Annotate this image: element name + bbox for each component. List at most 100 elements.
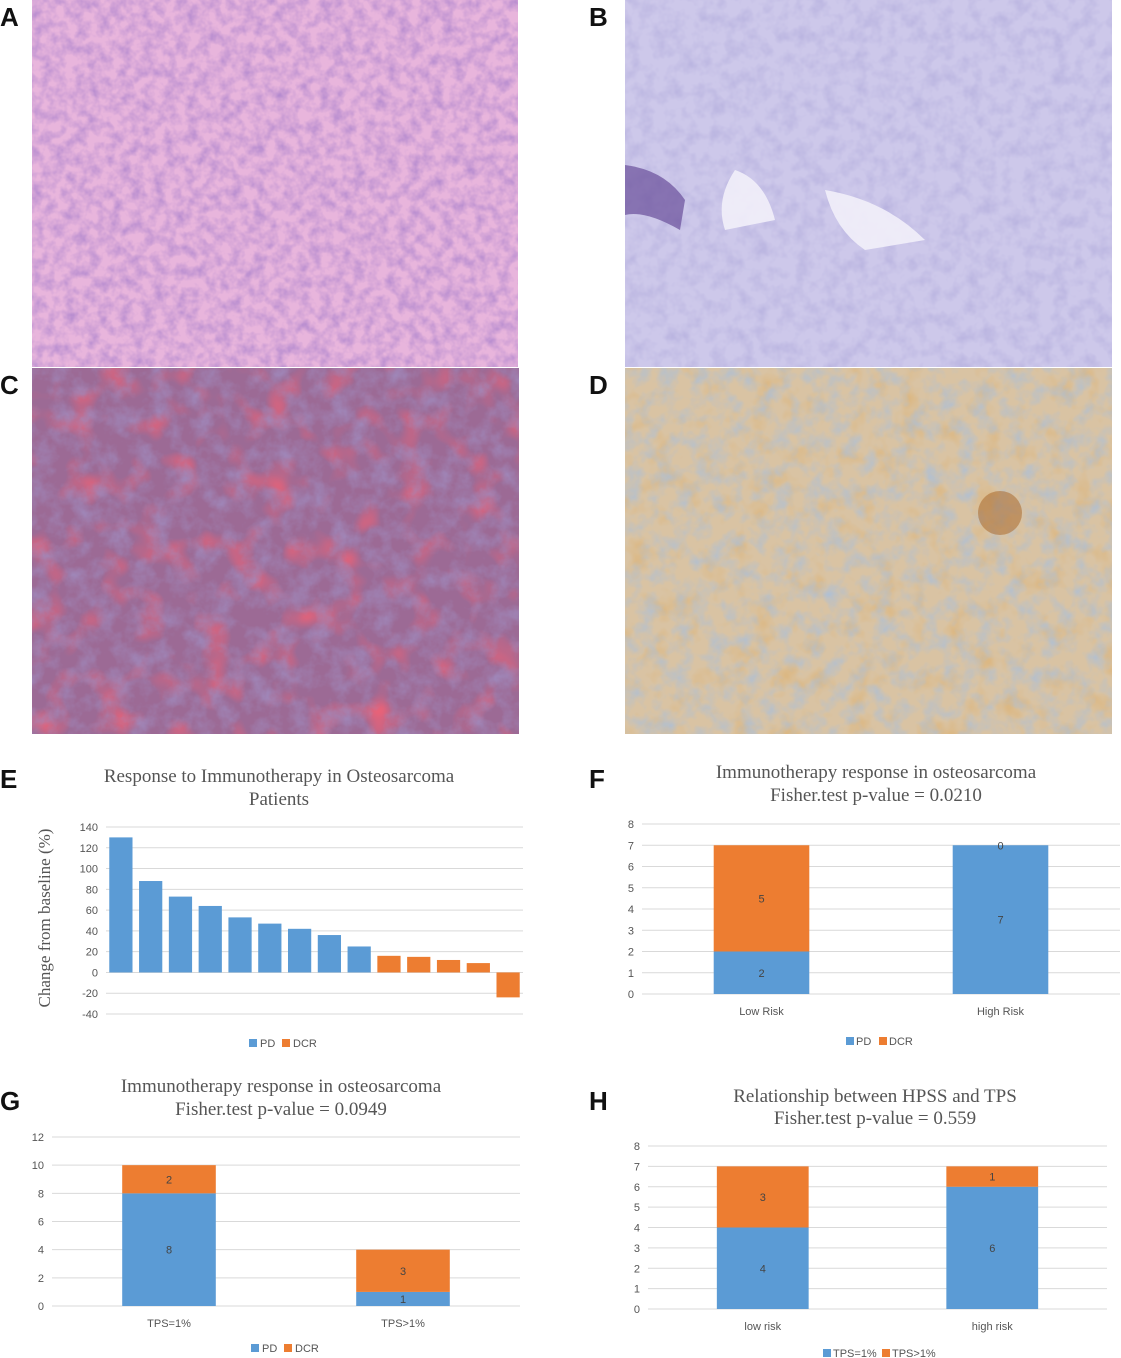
chart-e-y-tick-label: 80 xyxy=(86,884,98,896)
chart-e-grid xyxy=(106,826,523,1015)
chart-f-x-tick-label: Low Risk xyxy=(739,1006,784,1018)
micrograph-c xyxy=(32,368,519,734)
panel-label-e: E xyxy=(0,764,18,794)
chart-e-title-line-1: Response to Immunotherapy in Osteosarcom… xyxy=(104,766,455,787)
legend-label-pd: PD xyxy=(260,1038,275,1050)
panel-label-d: D xyxy=(589,370,608,400)
chart-g-data-label: 8 xyxy=(166,1245,172,1257)
panel-label-c: C xyxy=(0,370,19,400)
chart-e-bar-8 xyxy=(317,935,342,973)
chart-h-x-tick-label: high risk xyxy=(972,1321,1013,1333)
chart-f-y-tick-label: 6 xyxy=(628,862,634,874)
chart-g-bar-2-segment-1 xyxy=(356,1291,450,1306)
chart-f-data-label: 0 xyxy=(997,840,1003,852)
chart-g-x-ticks: TPS=1% TPS>1% xyxy=(147,1318,425,1330)
chart-f-y-ticks: 0 1 2 3 4 5 6 7 8 xyxy=(628,819,634,1001)
chart-h-x-ticks: low risk high risk xyxy=(744,1321,1013,1333)
chart-g-data-label: 1 xyxy=(400,1294,406,1306)
chart-f-bar-1-segment-2 xyxy=(713,845,810,952)
chart-h-y-tick-label: 5 xyxy=(634,1202,640,1214)
chart-e-legend: PD DCR xyxy=(249,1038,317,1050)
chart-h-y-ticks: 0 1 2 3 4 5 6 7 8 xyxy=(634,1141,640,1316)
chart-h-title: Relationship between HPSS and TPS Fisher… xyxy=(733,1086,1017,1129)
chart-f-bar-2-segment-1 xyxy=(952,845,1049,994)
chart-h-y-tick-label: 1 xyxy=(634,1284,640,1296)
chart-e-y-tick-label: 0 xyxy=(92,967,98,979)
chart-e-bar-9 xyxy=(347,946,371,973)
chart-e-y-tick-label: 60 xyxy=(86,905,98,917)
panel-label-b: B xyxy=(589,2,608,32)
chart-g-y-tick-label: 12 xyxy=(32,1132,44,1144)
chart-f-y-tick-label: 7 xyxy=(628,840,634,852)
chart-h-bar-2-segment-1 xyxy=(946,1186,1039,1309)
chart-f: Immunotherapy response in osteosarcoma F… xyxy=(600,760,1120,1060)
chart-h-data-label: 6 xyxy=(989,1243,995,1255)
chart-f-y-tick-label: 8 xyxy=(628,819,634,831)
chart-h-svg: Relationship between HPSS and TPS Fisher… xyxy=(634,1086,1107,1358)
micrograph-a xyxy=(32,0,518,367)
legend-label-pd: PD xyxy=(262,1343,277,1355)
chart-f-legend: PD DCR xyxy=(846,1036,913,1048)
legend-swatch-dcr xyxy=(879,1037,887,1045)
chart-h-bar-1-segment-1 xyxy=(716,1227,809,1309)
chart-h-bars: 4 3 6 1 xyxy=(716,1166,1039,1309)
chart-g-y-tick-label: 4 xyxy=(38,1245,44,1257)
chart-f-title-line-2: Fisher.test p-value = 0.0210 xyxy=(770,785,982,806)
chart-g-y-tick-label: 0 xyxy=(38,1301,44,1313)
legend-label-dcr: DCR xyxy=(889,1036,913,1048)
chart-g-y-tick-label: 10 xyxy=(32,1160,44,1172)
chart-e-bar-12 xyxy=(436,959,461,973)
legend-swatch-tps-1 xyxy=(823,1349,831,1357)
chart-h-y-tick-label: 2 xyxy=(634,1263,640,1275)
chart-e-y-tick-label: 40 xyxy=(86,926,98,938)
chart-g-bar-1-segment-1 xyxy=(122,1193,216,1306)
chart-e-y-axis-label: Change from baseline (%) xyxy=(35,829,54,1008)
chart-f-y-tick-label: 3 xyxy=(628,925,634,937)
chart-g-x-tick-label: TPS>1% xyxy=(381,1318,425,1330)
chart-g-y-tick-label: 2 xyxy=(38,1273,44,1285)
chart-e-bar-7 xyxy=(287,928,312,973)
chart-e-bar-13 xyxy=(466,963,490,973)
chart-h-bar-1-segment-2 xyxy=(716,1166,809,1228)
chart-f-title: Immunotherapy response in osteosarcoma F… xyxy=(716,762,1037,806)
legend-swatch-pd xyxy=(249,1039,257,1047)
chart-e-bar-5 xyxy=(228,917,252,973)
chart-f-y-tick-label: 4 xyxy=(628,904,634,916)
chart-f-y-tick-label: 5 xyxy=(628,883,634,895)
chart-e-y-tick-label: 100 xyxy=(80,864,98,876)
chart-f-bars: 2 5 7 0 xyxy=(713,840,1049,994)
chart-g-data-label: 2 xyxy=(166,1174,172,1186)
chart-f-data-label: 2 xyxy=(758,968,764,980)
panel-label-a: A xyxy=(0,2,19,32)
legend-label-pd: PD xyxy=(856,1036,871,1048)
chart-g-y-tick-label: 6 xyxy=(38,1217,44,1229)
chart-h-y-tick-label: 6 xyxy=(634,1182,640,1194)
legend-label-dcr: DCR xyxy=(293,1038,317,1050)
chart-e-bar-4 xyxy=(198,905,222,973)
chart-f-bar-1-segment-1 xyxy=(713,951,810,994)
chart-g-y-tick-label: 8 xyxy=(38,1188,44,1200)
chart-f-svg: Immunotherapy response in osteosarcoma F… xyxy=(628,762,1120,1048)
legend-swatch-pd xyxy=(251,1344,259,1352)
chart-f-data-label: 5 xyxy=(758,893,764,905)
chart-h-y-tick-label: 3 xyxy=(634,1243,640,1255)
chart-g-legend: PD DCR xyxy=(251,1343,319,1355)
panel-label-g: G xyxy=(0,1086,21,1116)
chart-g-svg: Immunotherapy response in osteosarcoma F… xyxy=(32,1076,520,1355)
chart-e-y-ticks: -40 -20 0 20 40 60 80 100 120 140 xyxy=(80,822,98,1021)
legend-swatch-dcr xyxy=(282,1039,290,1047)
chart-f-x-tick-label: High Risk xyxy=(977,1006,1025,1018)
chart-e-bar-14 xyxy=(496,972,520,998)
panel-label-h: H xyxy=(589,1086,608,1116)
chart-f-y-tick-label: 0 xyxy=(628,989,634,1001)
chart-f-y-tick-label: 2 xyxy=(628,947,634,959)
chart-f-data-label: 7 xyxy=(997,915,1003,927)
legend-swatch-pd xyxy=(846,1037,854,1045)
chart-f-y-tick-label: 1 xyxy=(628,968,634,980)
chart-h-data-label: 1 xyxy=(989,1172,995,1184)
legend-swatch-tps-gt-1 xyxy=(882,1349,890,1357)
chart-e-bar-11 xyxy=(407,956,431,973)
chart-h-y-tick-label: 0 xyxy=(634,1304,640,1316)
chart-g-title: Immunotherapy response in osteosarcoma F… xyxy=(121,1076,442,1120)
legend-label-tps-1: TPS=1% xyxy=(833,1348,877,1358)
